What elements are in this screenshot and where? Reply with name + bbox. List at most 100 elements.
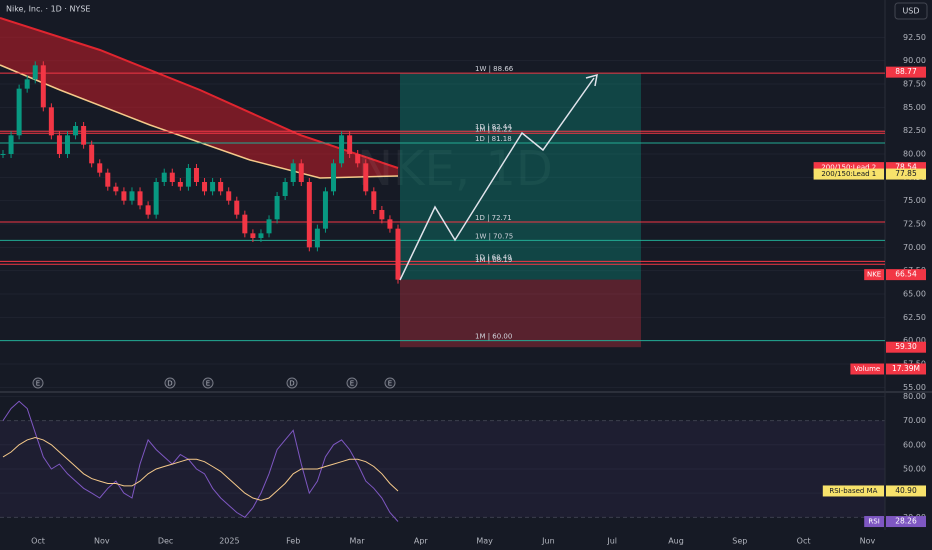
event-letter: E (388, 380, 392, 388)
candle (274, 196, 280, 220)
candle (226, 191, 232, 201)
candle (298, 163, 304, 182)
candle (306, 182, 312, 248)
price-tick-label: 75.00 (903, 196, 926, 205)
candle (81, 126, 87, 145)
badge-name: 200/150:Lead 1 (821, 170, 876, 178)
candle (193, 168, 199, 182)
candle (210, 182, 216, 192)
price-tick-label: 70.00 (903, 243, 926, 252)
price-tick-label: 90.00 (903, 56, 926, 65)
candle (169, 172, 175, 182)
badge-value: 66.54 (895, 270, 917, 279)
time-tick-label: Aug (668, 537, 684, 546)
level-label: 1D | 81.18 (475, 135, 512, 143)
target-zone (400, 73, 641, 280)
candle (282, 182, 288, 196)
currency-button[interactable] (894, 2, 928, 20)
time-tick-label: Sep (732, 537, 747, 546)
badge-bg (886, 162, 926, 174)
time-tick-label: Nov (860, 537, 876, 546)
candle (32, 65, 38, 80)
event-icon (384, 377, 396, 389)
candle (266, 219, 272, 234)
time-tick-label: Feb (286, 537, 300, 546)
candle (97, 163, 103, 173)
candle (73, 126, 79, 136)
badge-value: 59.30 (895, 342, 917, 351)
badge-name: NKE (867, 271, 881, 279)
candle (113, 186, 119, 192)
candle (331, 163, 337, 192)
currency[interactable]: USD (902, 7, 919, 16)
candle (129, 191, 135, 201)
candle (16, 88, 22, 136)
badge-name: RSI-based MA (829, 487, 877, 495)
price-tick-label: 72.50 (903, 220, 926, 229)
candle (250, 233, 256, 238)
badge-value: 78.54 (895, 163, 917, 172)
candle (234, 200, 240, 215)
price-tick-label: 55.00 (903, 383, 926, 392)
level-label: 1D | 68.49 (475, 253, 512, 261)
candle (137, 191, 143, 206)
price-tick-label: 87.50 (903, 80, 926, 89)
badge-bg (886, 516, 926, 528)
price-tick-label: 60.00 (903, 336, 926, 345)
candle (395, 228, 401, 280)
candle (56, 135, 62, 154)
candle (89, 144, 95, 164)
badge-name-bg (813, 168, 884, 180)
level-label: 1W | 88.66 (475, 65, 514, 73)
rsi-tick-label: 80.00 (903, 392, 926, 401)
rsi-band (0, 420, 885, 518)
rsi-line (2, 400, 399, 522)
time-tick-label: Dec (158, 537, 173, 546)
symbol-title: Nike, Inc. · 1D · NYSE (6, 5, 90, 14)
rsi-tick-label: 70.00 (903, 416, 926, 425)
candle (242, 214, 248, 234)
candle (339, 135, 345, 164)
candle (258, 233, 264, 238)
time-tick-label: Nov (94, 537, 110, 546)
badge-value: 77.85 (895, 169, 917, 178)
candle (145, 205, 151, 215)
candle (218, 182, 224, 192)
event-letter: E (350, 380, 354, 388)
level-label: 1M | 82.22 (475, 125, 512, 133)
rsi-tick-label: 50.00 (903, 464, 926, 473)
level-label: 1D | 82.44 (475, 123, 512, 131)
time-tick-label: May (476, 537, 493, 546)
badge-name: RSI (868, 518, 879, 526)
level-label: 1W | 70.75 (475, 232, 513, 240)
candle (322, 191, 328, 229)
candle (64, 135, 70, 154)
event-letter: D (167, 380, 172, 388)
badge-name-bg (864, 269, 884, 281)
badge-name-bg (813, 162, 884, 174)
event-letter: E (36, 380, 40, 388)
price-tick-label: 82.50 (903, 126, 926, 135)
candle (371, 191, 377, 210)
candle (290, 163, 296, 182)
price-tick-label: 65.00 (903, 290, 926, 299)
price-tick-label: 92.50 (903, 33, 926, 42)
candle (347, 135, 353, 154)
candle (379, 210, 385, 220)
event-icon (346, 377, 358, 389)
event-icon (164, 377, 176, 389)
event-icon (202, 377, 214, 389)
candle (24, 79, 30, 89)
projection-arrow (399, 73, 598, 281)
event-letter: D (289, 380, 294, 388)
candle (105, 172, 111, 187)
price-tick-label: 80.00 (903, 150, 926, 159)
event-icon (286, 377, 298, 389)
time-tick-label: Jul (606, 537, 617, 546)
candle (185, 168, 191, 187)
badge-name: Volume (854, 365, 880, 373)
candle (121, 191, 127, 201)
time-tick-label: Oct (31, 537, 45, 546)
candle (48, 107, 54, 136)
